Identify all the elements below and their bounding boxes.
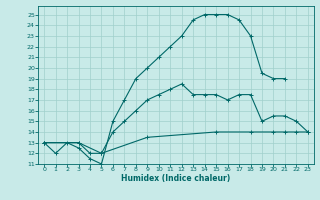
X-axis label: Humidex (Indice chaleur): Humidex (Indice chaleur) <box>121 174 231 183</box>
